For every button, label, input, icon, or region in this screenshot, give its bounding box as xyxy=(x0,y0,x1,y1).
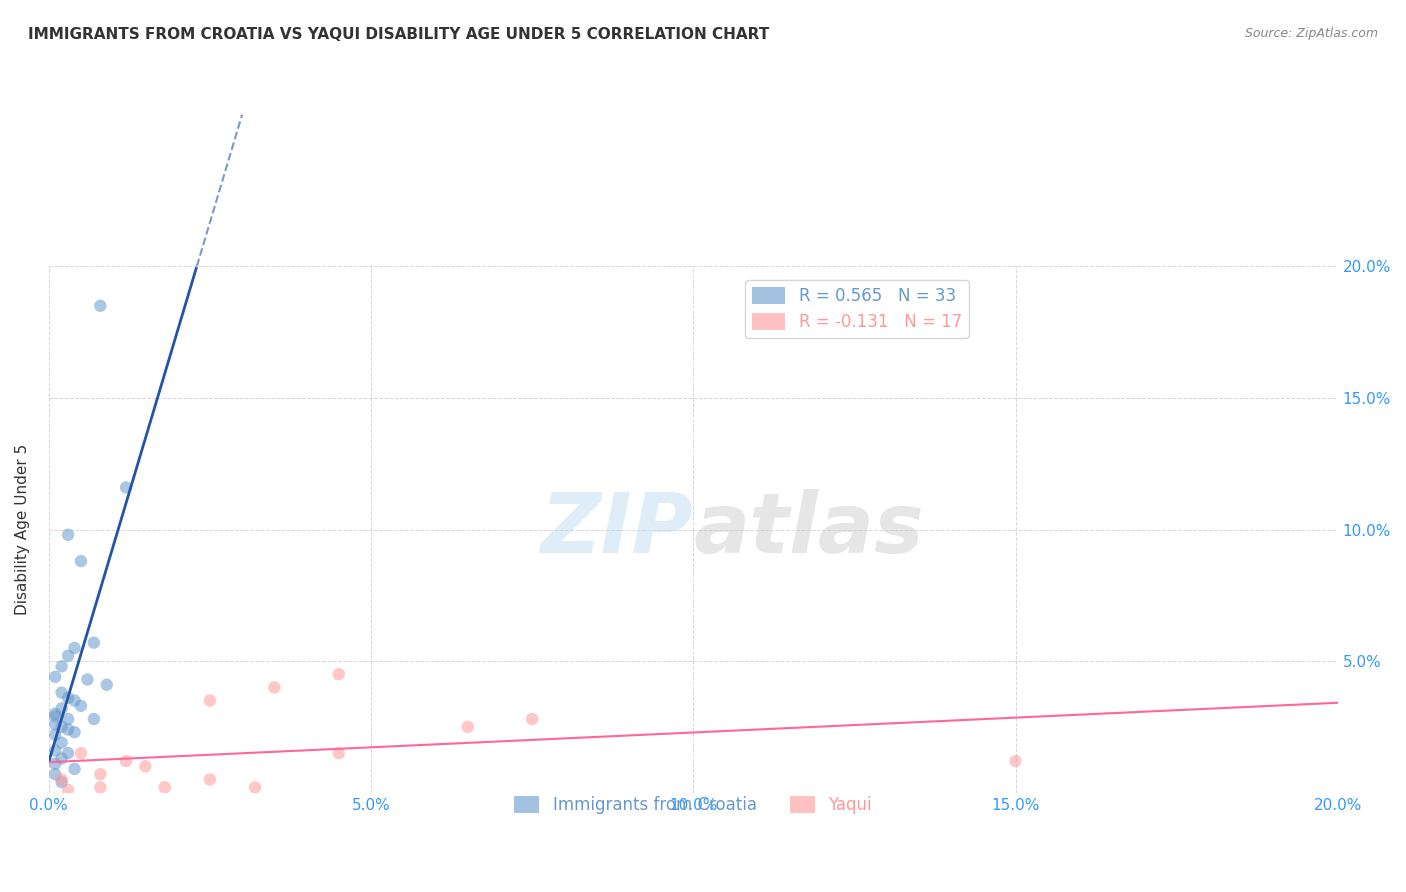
Point xyxy=(83,635,105,649)
Point xyxy=(51,659,73,673)
Point xyxy=(63,725,86,739)
Point xyxy=(328,746,350,760)
Point xyxy=(44,717,66,731)
Point xyxy=(44,709,66,723)
Point xyxy=(56,746,79,760)
Point xyxy=(83,712,105,726)
Point xyxy=(51,775,73,789)
Point xyxy=(328,667,350,681)
Point xyxy=(70,554,93,568)
Point xyxy=(44,706,66,721)
Point xyxy=(63,640,86,655)
Point xyxy=(51,751,73,765)
Point xyxy=(115,480,138,494)
Point xyxy=(89,767,111,781)
Point xyxy=(44,743,66,757)
Point xyxy=(76,673,98,687)
Point xyxy=(70,746,93,760)
Point xyxy=(63,762,86,776)
Point xyxy=(56,783,79,797)
Legend: Immigrants from Croatia, Yaqui: Immigrants from Croatia, Yaqui xyxy=(508,789,879,822)
Text: ZIP: ZIP xyxy=(541,489,693,570)
Point xyxy=(198,693,221,707)
Point xyxy=(153,780,176,795)
Point xyxy=(243,780,266,795)
Point xyxy=(56,528,79,542)
Point xyxy=(44,728,66,742)
Text: IMMIGRANTS FROM CROATIA VS YAQUI DISABILITY AGE UNDER 5 CORRELATION CHART: IMMIGRANTS FROM CROATIA VS YAQUI DISABIL… xyxy=(28,27,769,42)
Point xyxy=(457,720,479,734)
Point xyxy=(44,670,66,684)
Point xyxy=(89,299,111,313)
Point xyxy=(51,772,73,787)
Text: atlas: atlas xyxy=(693,489,924,570)
Point xyxy=(63,693,86,707)
Point xyxy=(51,701,73,715)
Point xyxy=(198,772,221,787)
Point xyxy=(56,723,79,737)
Point xyxy=(51,686,73,700)
Point xyxy=(56,712,79,726)
Point xyxy=(89,780,111,795)
Point xyxy=(56,648,79,663)
Point xyxy=(134,759,156,773)
Text: Source: ZipAtlas.com: Source: ZipAtlas.com xyxy=(1244,27,1378,40)
Point xyxy=(520,712,543,726)
Point xyxy=(51,736,73,750)
Y-axis label: Disability Age Under 5: Disability Age Under 5 xyxy=(15,444,30,615)
Point xyxy=(51,720,73,734)
Point xyxy=(263,681,285,695)
Point xyxy=(44,767,66,781)
Point xyxy=(70,698,93,713)
Point xyxy=(96,678,118,692)
Point xyxy=(56,690,79,705)
Point xyxy=(115,754,138,768)
Point xyxy=(44,756,66,771)
Point xyxy=(1004,754,1026,768)
